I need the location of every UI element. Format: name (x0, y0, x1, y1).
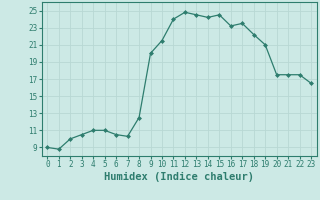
X-axis label: Humidex (Indice chaleur): Humidex (Indice chaleur) (104, 172, 254, 182)
